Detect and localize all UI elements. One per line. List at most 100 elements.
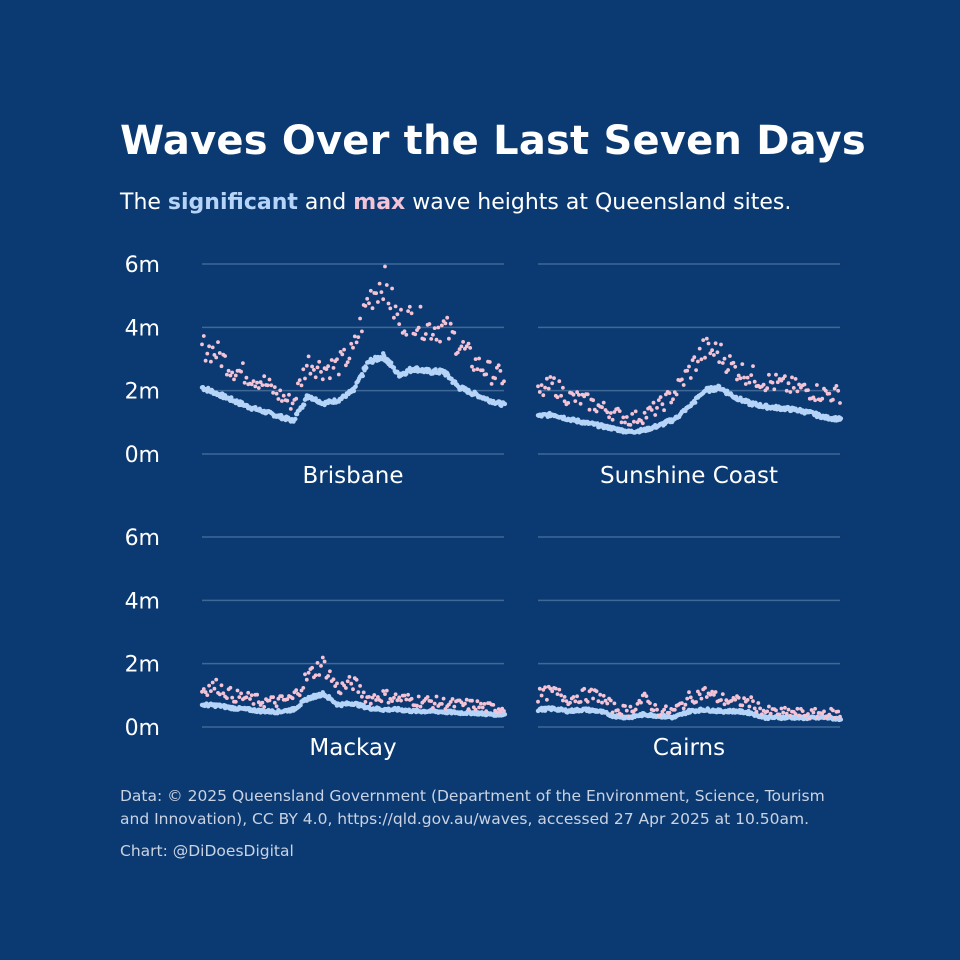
max-point [201, 687, 206, 691]
max-point [633, 707, 638, 712]
max-point [578, 700, 583, 704]
max-point [431, 706, 435, 710]
max-point [720, 361, 725, 365]
max-point [313, 375, 318, 380]
max-point [306, 670, 311, 675]
max-point [360, 329, 364, 334]
max-point [290, 696, 295, 701]
max-point [552, 376, 556, 380]
max-point [329, 358, 334, 362]
max-point [740, 362, 745, 366]
max-point [377, 281, 382, 286]
max-point [464, 344, 469, 349]
max-point [736, 373, 741, 378]
max-point [319, 370, 323, 374]
max-point [811, 710, 816, 715]
max-point [687, 364, 691, 369]
max-point [784, 711, 789, 716]
max-point [210, 345, 215, 350]
max-point [361, 690, 366, 695]
max-point [624, 415, 629, 419]
max-point [752, 379, 757, 384]
max-point [216, 340, 220, 344]
max-point [495, 710, 499, 715]
max-point [655, 707, 659, 712]
max-point [806, 712, 810, 716]
y-tick-label: 4m [125, 316, 160, 341]
significant-point [502, 712, 508, 717]
max-point [541, 393, 546, 398]
max-point [205, 693, 210, 697]
max-point [802, 382, 807, 387]
max-point [498, 709, 503, 714]
max-point [349, 341, 354, 346]
max-point [267, 698, 272, 703]
max-point [624, 708, 629, 713]
max-point [276, 397, 281, 401]
max-point [651, 708, 656, 713]
max-point [815, 383, 819, 387]
max-point [360, 694, 364, 699]
max-point [553, 686, 558, 691]
max-point [228, 373, 233, 378]
y-tick-label: 0m [125, 716, 160, 741]
max-point [422, 337, 426, 342]
max-point [562, 399, 567, 404]
max-point [200, 342, 204, 347]
max-point [482, 702, 487, 706]
max-point [740, 703, 745, 708]
max-point [706, 341, 711, 346]
max-point [669, 400, 674, 405]
max-point [596, 699, 601, 704]
max-point [473, 357, 478, 361]
max-point [487, 360, 492, 364]
max-point [336, 372, 341, 377]
max-point [447, 336, 451, 341]
max-point [235, 688, 240, 693]
max-point [416, 694, 421, 699]
max-point [415, 703, 419, 708]
max-point [200, 689, 204, 694]
max-point [310, 364, 314, 369]
max-point [491, 703, 496, 707]
significant-point [693, 400, 698, 405]
max-point [671, 397, 675, 402]
max-point [233, 373, 238, 378]
max-point [608, 411, 613, 415]
max-point [733, 364, 738, 369]
subtitle-middle: and [297, 190, 354, 215]
max-point [356, 690, 361, 694]
max-point [477, 705, 481, 710]
max-point [719, 342, 723, 347]
max-point [429, 337, 434, 341]
max-point [768, 711, 773, 716]
max-point [392, 315, 396, 320]
max-point [765, 386, 770, 391]
max-point [368, 288, 373, 293]
max-point [239, 369, 244, 374]
max-point [233, 699, 238, 704]
max-point [557, 687, 562, 692]
max-point [561, 385, 565, 390]
panel-label-cairns: Cairns [653, 735, 725, 761]
max-point [617, 409, 622, 413]
max-point [230, 695, 235, 700]
max-point [827, 391, 832, 396]
chart-credit: Chart: @DiDoesDigital [120, 842, 294, 860]
max-point [432, 326, 437, 330]
max-point [358, 316, 362, 321]
max-point [767, 372, 771, 377]
max-point [713, 690, 718, 694]
max-point [452, 704, 457, 709]
max-point [758, 706, 762, 711]
max-point [786, 707, 791, 712]
max-point [425, 695, 430, 699]
max-point [747, 380, 752, 385]
max-point [290, 401, 295, 406]
max-point [317, 673, 322, 677]
max-point [742, 375, 746, 380]
max-point [326, 674, 330, 678]
max-point [548, 375, 553, 379]
max-point [256, 700, 261, 705]
max-point [367, 695, 371, 699]
